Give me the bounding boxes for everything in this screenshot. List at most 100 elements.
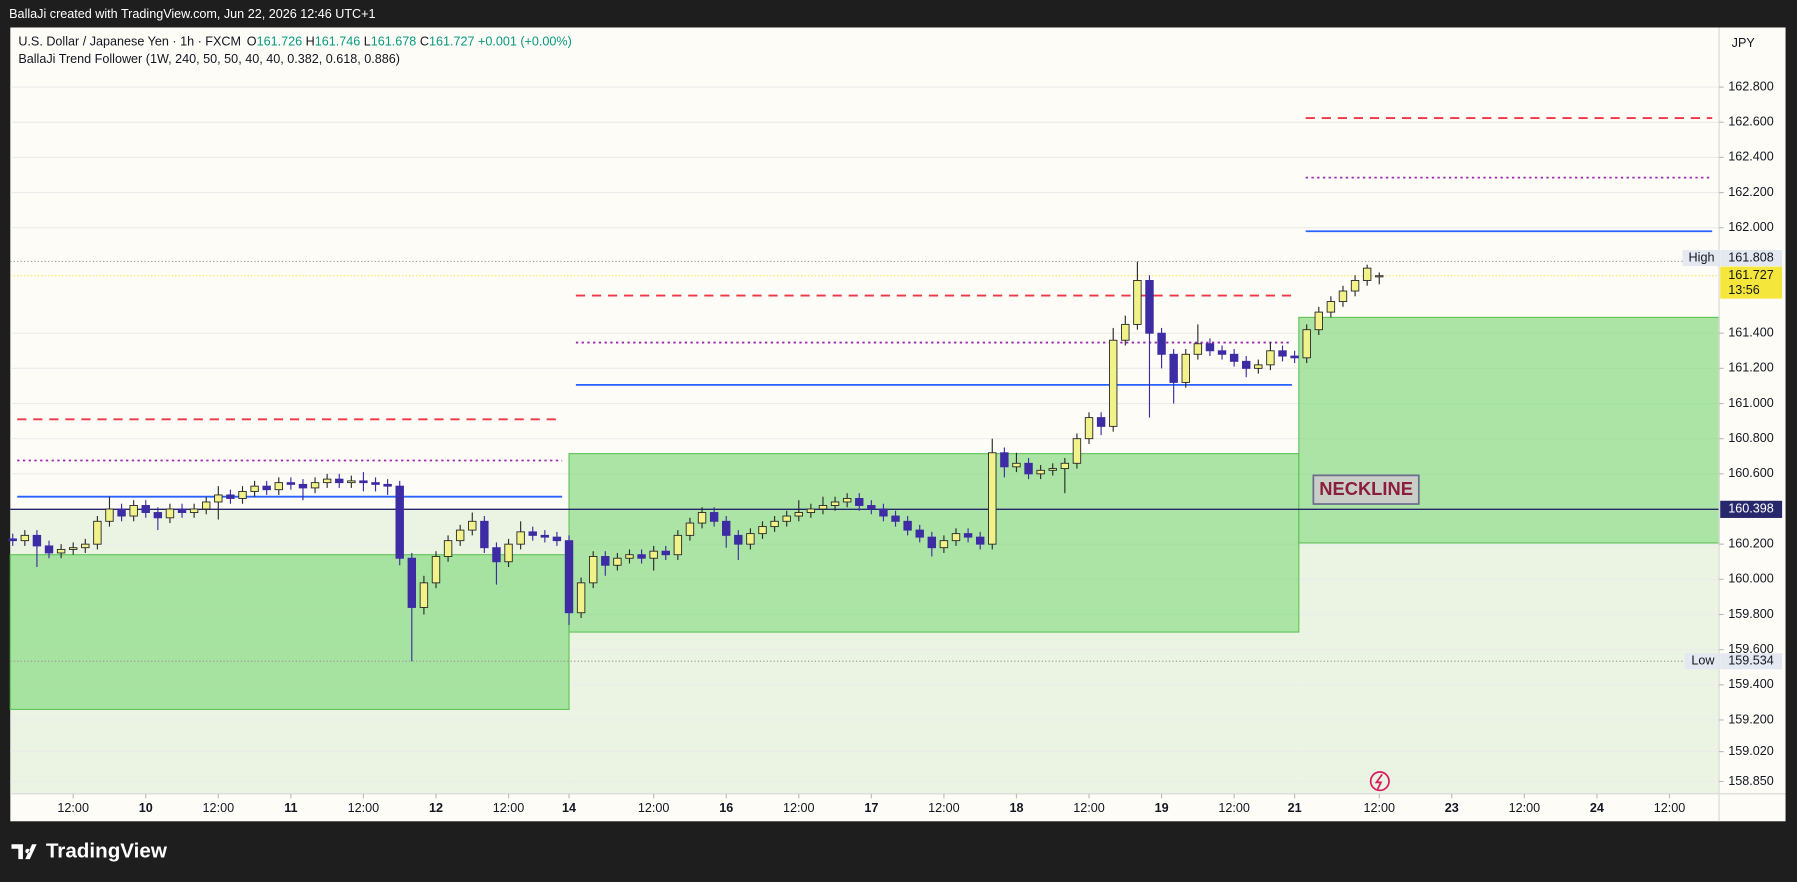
x-tick-label: 12:00: [1218, 801, 1250, 815]
candle-body: [455, 529, 465, 542]
currency: JPY: [1732, 36, 1756, 50]
candle-body: [1205, 343, 1215, 352]
watermark: BallaJi created with TradingView.com, Ju…: [9, 7, 375, 21]
candle-body: [1096, 417, 1106, 427]
candle-body: [431, 556, 441, 584]
candle-body: [93, 520, 102, 545]
y-tick-label: 162.000: [1728, 220, 1774, 234]
y-tick-label: 161.000: [1728, 396, 1774, 410]
open-value: 161.726: [257, 35, 303, 49]
zone: [9, 554, 570, 710]
candle-body: [129, 505, 138, 517]
candle-body: [202, 501, 211, 510]
candle-body: [371, 482, 380, 485]
candle-body: [335, 478, 344, 484]
candle-body: [1266, 350, 1275, 366]
candle-body: [951, 533, 961, 542]
candle-body: [601, 556, 610, 566]
candle-body: [480, 520, 489, 549]
candle-body: [552, 536, 562, 542]
change: +0.001 (+0.00%): [478, 35, 572, 49]
high-tag: High: [1689, 250, 1715, 264]
candle-body: [637, 554, 646, 559]
last-price-box: [1720, 266, 1783, 299]
candle-body: [649, 550, 658, 559]
candle-body: [226, 494, 235, 499]
icon-bolt: [1374, 773, 1383, 790]
y-tick-label: 159.400: [1728, 677, 1774, 691]
x-tick-label: 12:00: [928, 801, 960, 815]
y-tick-label: 162.800: [1728, 79, 1774, 93]
x-tick-label: 14: [562, 801, 576, 815]
candle-body: [395, 485, 404, 559]
candle-body: [576, 582, 586, 614]
candle-body: [516, 531, 525, 545]
x-tick-label: 12:00: [1654, 801, 1686, 815]
candle-body: [903, 520, 912, 531]
candle-body: [419, 582, 429, 608]
candle-body: [709, 512, 719, 522]
candle-body: [564, 540, 574, 614]
x-tick-label: 18: [1009, 801, 1023, 815]
candle-body: [1302, 329, 1311, 359]
high-value: 161.746: [315, 35, 361, 49]
candle-body: [407, 557, 417, 608]
y-tick-label: 162.400: [1728, 150, 1774, 164]
candle-body: [1254, 364, 1263, 369]
candle-body: [734, 534, 743, 545]
brand-logo: [11, 844, 37, 860]
candle-body: [1326, 301, 1336, 313]
candle-body: [105, 508, 114, 522]
candle-body: [782, 515, 791, 522]
legend-line: U.S. Dollar / Japanese Yen · 1h · FXCM O…: [18, 35, 572, 49]
x-tick-label: 21: [1288, 801, 1302, 815]
candle-body: [322, 478, 332, 484]
candle-body: [1217, 350, 1227, 355]
x-tick-label: 12:00: [493, 801, 525, 815]
candle-body: [1024, 462, 1033, 475]
candle-body: [1375, 275, 1384, 278]
neckline-annotation: NECKLINE: [1312, 474, 1420, 505]
candle-body: [746, 533, 755, 545]
candle-body: [359, 480, 368, 484]
high-price-label: 161.808: [1728, 250, 1774, 264]
candle-body: [1290, 355, 1299, 359]
candle-body: [492, 547, 501, 563]
candle-body: [1242, 360, 1251, 369]
candle-body: [939, 540, 949, 549]
plot: [8, 86, 1720, 794]
candle-body: [310, 482, 320, 489]
candle-body: [842, 497, 852, 503]
ohlc-prefix: C: [420, 35, 429, 49]
candle-body: [1121, 323, 1130, 341]
candle-body: [661, 550, 670, 556]
neckline-price-box: [1720, 500, 1783, 518]
x-tick-label: 12:00: [1509, 801, 1541, 815]
y-tick-label: 159.020: [1728, 744, 1774, 758]
candle-body: [262, 485, 271, 491]
y-tick-label: 160.200: [1728, 536, 1774, 550]
candle-body: [32, 534, 42, 547]
candle-body: [117, 508, 126, 517]
y-tick-label: 160.800: [1728, 431, 1774, 445]
candle-body: [1314, 311, 1323, 331]
zone: [1298, 316, 1720, 544]
candle-body: [504, 543, 513, 563]
candle-body: [722, 520, 731, 536]
candle-body: [613, 557, 622, 566]
candle-body: [443, 540, 453, 557]
y-tick-label: 159.600: [1728, 642, 1774, 656]
candle-body: [588, 556, 598, 584]
countdown: 13:56: [1728, 283, 1760, 297]
ohlc-prefix: L: [364, 35, 371, 49]
candle-body: [20, 534, 30, 542]
candle-body: [1193, 343, 1203, 355]
high-price-box: [1720, 250, 1783, 267]
candle-body: [830, 501, 840, 506]
candle-body: [927, 536, 937, 549]
x-tick-label: 12:00: [783, 801, 815, 815]
candle-body: [347, 480, 356, 484]
y-tick-label: 162.600: [1728, 115, 1774, 129]
